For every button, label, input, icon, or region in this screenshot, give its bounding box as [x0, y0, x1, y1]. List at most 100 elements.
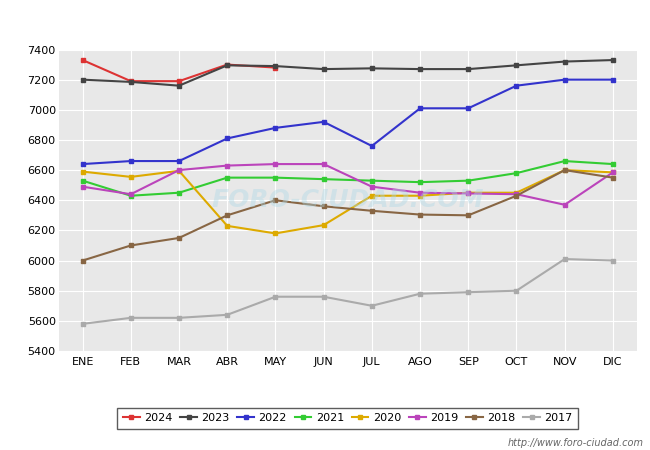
2023	[272, 63, 280, 69]
2023	[368, 66, 376, 71]
2019	[609, 170, 617, 175]
Text: Afiliados en El Rosario a 31/5/2024: Afiliados en El Rosario a 31/5/2024	[150, 11, 500, 29]
2020	[272, 231, 280, 236]
2021	[561, 158, 569, 164]
2020	[224, 223, 231, 229]
2019	[272, 162, 280, 167]
Line: 2018: 2018	[81, 168, 615, 262]
2022	[224, 136, 231, 141]
2019	[416, 190, 424, 195]
2017	[175, 315, 183, 320]
2022	[464, 106, 472, 111]
2018	[175, 235, 183, 241]
2018	[224, 213, 231, 218]
2023	[464, 67, 472, 72]
2018	[561, 167, 569, 173]
2022	[127, 158, 135, 164]
2022	[416, 106, 424, 111]
2017	[79, 321, 86, 327]
2020	[368, 193, 376, 198]
2021	[272, 175, 280, 180]
2023	[175, 83, 183, 88]
2017	[464, 289, 472, 295]
2018	[513, 193, 521, 198]
2024	[79, 57, 86, 63]
Line: 2023: 2023	[81, 58, 615, 87]
2020	[320, 222, 328, 228]
2022	[513, 83, 521, 88]
Text: http://www.foro-ciudad.com: http://www.foro-ciudad.com	[508, 438, 644, 448]
2018	[368, 208, 376, 213]
2022	[272, 125, 280, 130]
2023	[320, 67, 328, 72]
2020	[175, 168, 183, 174]
2023	[224, 63, 231, 68]
2023	[79, 77, 86, 82]
2024	[272, 65, 280, 70]
2017	[609, 258, 617, 263]
2023	[561, 59, 569, 64]
Legend: 2024, 2023, 2022, 2021, 2020, 2019, 2018, 2017: 2024, 2023, 2022, 2021, 2020, 2019, 2018…	[118, 408, 578, 429]
2017	[320, 294, 328, 299]
2021	[127, 193, 135, 198]
Line: 2019: 2019	[81, 162, 615, 207]
2017	[224, 312, 231, 318]
2021	[79, 178, 86, 183]
2022	[561, 77, 569, 82]
2023	[127, 79, 135, 85]
2022	[320, 119, 328, 125]
2018	[464, 213, 472, 218]
2024	[224, 62, 231, 68]
2018	[609, 175, 617, 180]
Line: 2017: 2017	[81, 257, 615, 326]
2019	[561, 202, 569, 207]
2023	[609, 57, 617, 63]
2019	[175, 167, 183, 173]
Line: 2022: 2022	[81, 78, 615, 166]
2022	[175, 158, 183, 164]
2021	[513, 171, 521, 176]
2020	[561, 167, 569, 173]
2019	[513, 192, 521, 197]
2017	[272, 294, 280, 299]
2021	[175, 190, 183, 195]
2019	[79, 184, 86, 189]
2020	[464, 190, 472, 195]
2024	[175, 78, 183, 84]
2023	[513, 63, 521, 68]
2021	[224, 175, 231, 180]
2019	[224, 163, 231, 168]
2022	[609, 77, 617, 82]
2020	[609, 170, 617, 175]
2017	[561, 256, 569, 262]
2021	[416, 180, 424, 185]
2017	[368, 303, 376, 309]
2018	[127, 243, 135, 248]
Line: 2021: 2021	[81, 159, 615, 198]
2019	[320, 162, 328, 167]
2017	[416, 291, 424, 297]
2021	[609, 162, 617, 167]
2018	[416, 212, 424, 217]
2018	[79, 258, 86, 263]
2019	[127, 192, 135, 197]
2023	[416, 67, 424, 72]
2024	[127, 78, 135, 84]
2018	[272, 198, 280, 203]
2021	[320, 176, 328, 182]
2020	[79, 169, 86, 174]
2022	[79, 162, 86, 167]
2020	[416, 193, 424, 198]
2020	[513, 190, 521, 195]
2022	[368, 143, 376, 148]
2018	[320, 203, 328, 209]
Text: FORO-CIUDAD.COM: FORO-CIUDAD.COM	[211, 188, 484, 212]
Line: 2024: 2024	[81, 58, 277, 83]
2021	[368, 178, 376, 183]
2019	[464, 191, 472, 196]
2017	[513, 288, 521, 293]
2020	[127, 174, 135, 180]
2019	[368, 184, 376, 189]
2021	[464, 178, 472, 183]
Line: 2020: 2020	[81, 168, 615, 235]
